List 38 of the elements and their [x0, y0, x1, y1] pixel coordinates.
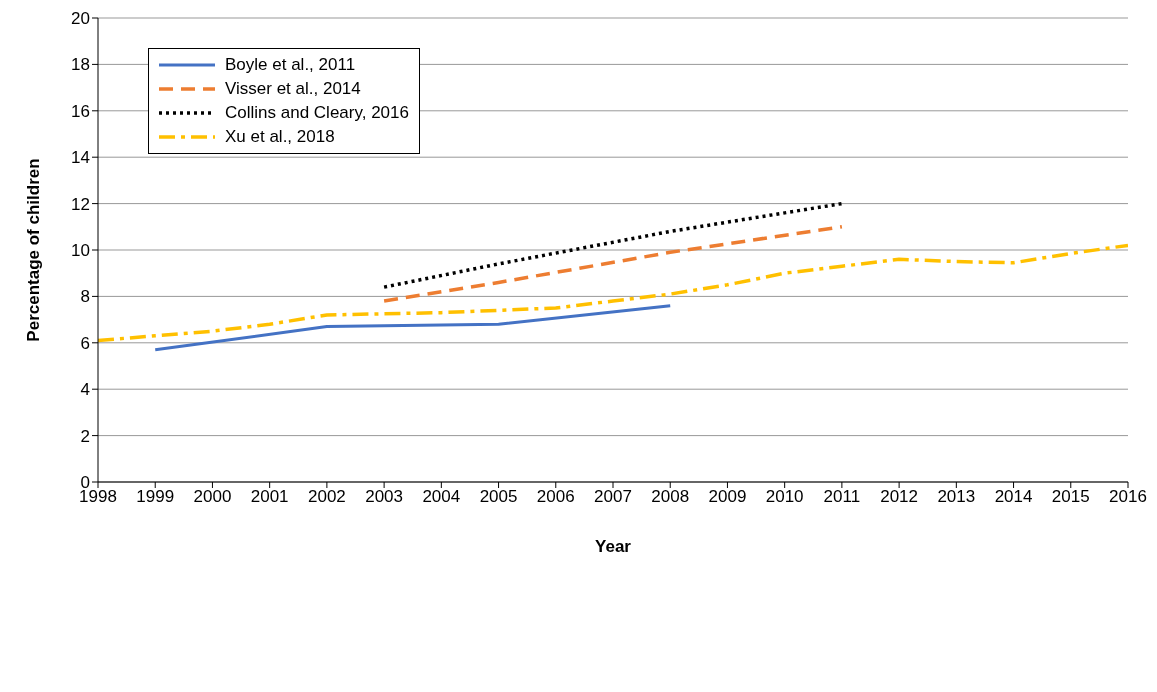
x-tick-label: 2005: [479, 487, 518, 507]
x-tick-label: 2001: [250, 487, 289, 507]
y-axis-title: Percentage of children: [24, 158, 44, 342]
y-tick-label: 2: [80, 426, 90, 446]
legend-label: Visser et al., 2014: [225, 79, 361, 99]
line-series: [382, 225, 844, 303]
line-series: [98, 243, 1128, 343]
y-tick-label: 12: [71, 194, 90, 214]
line-series: [382, 201, 844, 289]
y-tick-label: 18: [71, 55, 90, 75]
x-tick-label: 2011: [823, 487, 861, 507]
y-tick-label: 6: [80, 333, 90, 353]
y-tick-label: 4: [80, 380, 90, 400]
y-tick-label: 20: [71, 9, 90, 29]
legend-label: Boyle et al., 2011: [225, 55, 356, 75]
x-tick-label: 2000: [193, 487, 232, 507]
x-tick-label: 2006: [536, 487, 575, 507]
x-tick-label: 2002: [307, 487, 346, 507]
x-tick-label: 2015: [1051, 487, 1090, 507]
x-tick-label: 2014: [994, 487, 1033, 507]
y-tick-label: 10: [71, 241, 90, 261]
x-tick-label: 2009: [708, 487, 747, 507]
x-tick-label: 2010: [765, 487, 804, 507]
legend-label: Collins and Cleary, 2016: [225, 103, 409, 123]
line-series: [153, 304, 672, 352]
x-tick-label: 2007: [594, 487, 632, 507]
y-tick-label: 16: [71, 101, 90, 121]
x-tick-label: 2004: [422, 487, 461, 507]
x-tick-label: 1999: [136, 487, 175, 507]
x-tick-label: 2008: [651, 487, 690, 507]
y-tick-label: 8: [80, 287, 90, 307]
legend-label: Xu et al., 2018: [225, 127, 335, 147]
x-tick-label: 2016: [1109, 487, 1147, 507]
x-tick-label: 2012: [880, 487, 919, 507]
x-tick-label: 2003: [365, 487, 404, 507]
y-tick-label: 14: [71, 148, 90, 168]
x-tick-label: 2013: [937, 487, 976, 507]
x-axis-title: Year: [595, 537, 632, 556]
